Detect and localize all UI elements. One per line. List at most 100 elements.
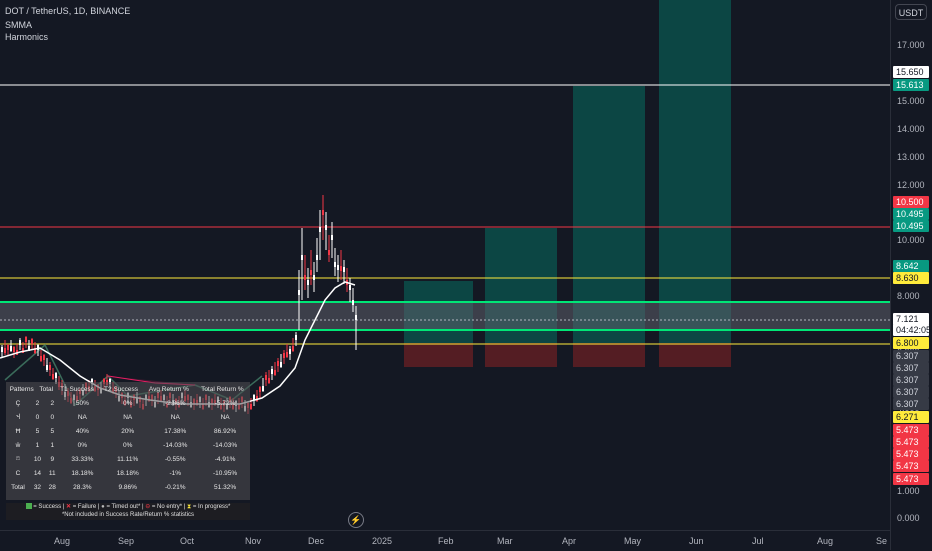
indicator-harmonics-label[interactable]: Harmonics bbox=[5, 32, 49, 42]
harmonic-trade-zones bbox=[404, 0, 731, 367]
price-label: 6.307 bbox=[893, 398, 929, 410]
stats-cell: -14.03% bbox=[212, 441, 238, 449]
stats-pattern: ŵ bbox=[15, 441, 21, 449]
price-label: 6.307 bbox=[893, 386, 929, 398]
stats-row: Ħ 5 5 40% 20% 17.38% 86.92% bbox=[6, 424, 250, 438]
currency-button[interactable]: USDT bbox=[895, 4, 927, 20]
stats-row: Total 32 28 28.3% 9.86% -0.21% 51.32% bbox=[6, 480, 250, 494]
stats-cell: -14.03% bbox=[163, 441, 188, 449]
stats-header-row: Patterns Total T1 Success T2 Success Avg… bbox=[6, 382, 250, 396]
clock-icon: ● bbox=[101, 504, 105, 510]
stats-row: Ⴣ 0 0 NA NA NA NA bbox=[6, 410, 250, 424]
stats-pattern: Total bbox=[11, 483, 25, 491]
stats-cell: 33.33% bbox=[71, 455, 94, 463]
stats-pattern: C bbox=[15, 469, 21, 477]
range-band bbox=[0, 302, 890, 330]
price-label: 10.500 bbox=[893, 196, 929, 208]
stats-row: ෆ 10 9 33.33% 11.11% -0.55% -4.91% bbox=[6, 452, 250, 466]
stats-row: ŵ 1 1 0% 0% -14.03% -14.03% bbox=[6, 438, 250, 452]
price-label: 15.613 bbox=[893, 79, 929, 91]
stats-cell: 17.38% bbox=[164, 427, 187, 435]
harmonics-stats-table: Patterns Total T1 Success T2 Success Avg… bbox=[6, 382, 250, 500]
price-label: 8.630 bbox=[893, 272, 929, 284]
price-label: 6.800 bbox=[893, 337, 929, 349]
time-tick: Aug bbox=[817, 536, 834, 546]
time-tick: Dec bbox=[308, 536, 325, 546]
stats-cell: -5.72% bbox=[214, 399, 236, 407]
time-tick: Feb bbox=[438, 536, 454, 546]
price-label: 6.307 bbox=[893, 374, 929, 386]
symbol-title[interactable]: DOT / TetherUS, 1D, BINANCE bbox=[5, 6, 131, 16]
hourglass-icon: ⧗ bbox=[186, 504, 192, 510]
time-tick: Mar bbox=[497, 536, 513, 546]
stats-cell: 0% bbox=[123, 399, 133, 407]
stats-legend: = Success | ✕ = Failure | ● = Timed out*… bbox=[6, 503, 250, 520]
stats-header: Patterns bbox=[9, 385, 34, 393]
price-label: 8.642 bbox=[893, 260, 929, 272]
stats-cell: 18.18% bbox=[116, 469, 139, 477]
legend-in-progress: = In progress* bbox=[192, 504, 231, 510]
stats-cell: -0.21% bbox=[164, 483, 186, 491]
stats-cell: 5 bbox=[35, 427, 40, 435]
chart-pane[interactable]: DOT / TetherUS, 1D, BINANCE SMMA Harmoni… bbox=[0, 0, 890, 530]
stats-cell: -4.91% bbox=[214, 455, 236, 463]
stats-header: Total Return % bbox=[201, 385, 244, 393]
stats-cell: 40% bbox=[75, 427, 89, 435]
price-tick: 10.000 bbox=[897, 235, 925, 245]
price-label: 7.121 bbox=[893, 313, 929, 325]
price-label: 5.473 bbox=[893, 436, 929, 448]
stats-cell: -2.86% bbox=[164, 399, 186, 407]
time-tick: Nov bbox=[245, 536, 262, 546]
stats-cell: 18.18% bbox=[71, 469, 94, 477]
time-axis[interactable]: Aug Sep Oct Nov Dec 2025 Feb Mar Apr May Jun Jul Aug… bbox=[0, 530, 890, 551]
stats-cell: 0% bbox=[77, 441, 88, 449]
time-tick: 2025 bbox=[372, 536, 393, 546]
price-label: 6.271 bbox=[893, 411, 929, 423]
stats-cell: 28.3% bbox=[73, 483, 92, 491]
stats-cell: -0.55% bbox=[164, 455, 186, 463]
stats-pattern: Ħ bbox=[15, 427, 21, 435]
stats-cell: NA bbox=[77, 413, 87, 421]
stats-cell: 20% bbox=[121, 427, 135, 435]
price-label: 5.473 bbox=[893, 473, 929, 485]
price-label: 6.307 bbox=[893, 362, 929, 374]
legend-no-entry: = No entry* | bbox=[151, 504, 186, 510]
success-icon bbox=[25, 503, 32, 510]
indicator-smma-label[interactable]: SMMA bbox=[5, 20, 32, 30]
stats-cell: -10.95% bbox=[212, 469, 238, 477]
stats-cell: 9.86% bbox=[118, 483, 137, 491]
lightning-icon[interactable]: ⚡ bbox=[348, 512, 364, 528]
stats-cell: NA bbox=[123, 413, 133, 421]
no-entry-icon: ⊖ bbox=[145, 504, 151, 510]
stats-header: T1 Success bbox=[60, 385, 95, 393]
time-tick: Apr bbox=[562, 536, 577, 546]
stats-row: Ç 2 2 50% 0% -2.86% -5.72% bbox=[6, 396, 250, 410]
stats-cell: NA bbox=[170, 413, 180, 421]
price-label: 15.650 bbox=[893, 66, 929, 78]
target-zone-3 bbox=[573, 86, 645, 343]
stats-cell: 50% bbox=[75, 399, 89, 407]
stats-pattern: ෆ bbox=[15, 455, 21, 462]
stats-cell: NA bbox=[220, 413, 230, 421]
price-tick: 14.000 bbox=[897, 124, 925, 134]
stats-cell: 1 bbox=[50, 441, 55, 449]
price-label: 6.307 bbox=[893, 350, 929, 362]
stats-header: Total bbox=[39, 385, 54, 393]
legend-timed-out: = Timed out* | bbox=[106, 504, 144, 510]
price-tick: 1.000 bbox=[897, 486, 920, 496]
price-label: 10.495 bbox=[893, 220, 929, 232]
stats-cell: 0% bbox=[123, 441, 133, 449]
stats-cell: 32 bbox=[33, 483, 42, 491]
failure-icon: ✕ bbox=[66, 504, 72, 510]
price-label: 5.473 bbox=[893, 448, 929, 460]
stats-cell: 14 bbox=[33, 469, 42, 477]
stats-cell: 0 bbox=[50, 413, 55, 421]
price-tick: 17.000 bbox=[897, 40, 925, 50]
price-label: 5.473 bbox=[893, 460, 929, 472]
price-label: 10.495 bbox=[893, 208, 929, 220]
time-tick: Se bbox=[876, 536, 888, 546]
price-axis[interactable]: USDT 17.00016.00015.00014.00013.00012.00… bbox=[890, 0, 932, 550]
stats-cell: 51.32% bbox=[214, 483, 237, 491]
price-tick: 0.000 bbox=[897, 513, 920, 523]
stats-cell: 1 bbox=[35, 441, 40, 449]
